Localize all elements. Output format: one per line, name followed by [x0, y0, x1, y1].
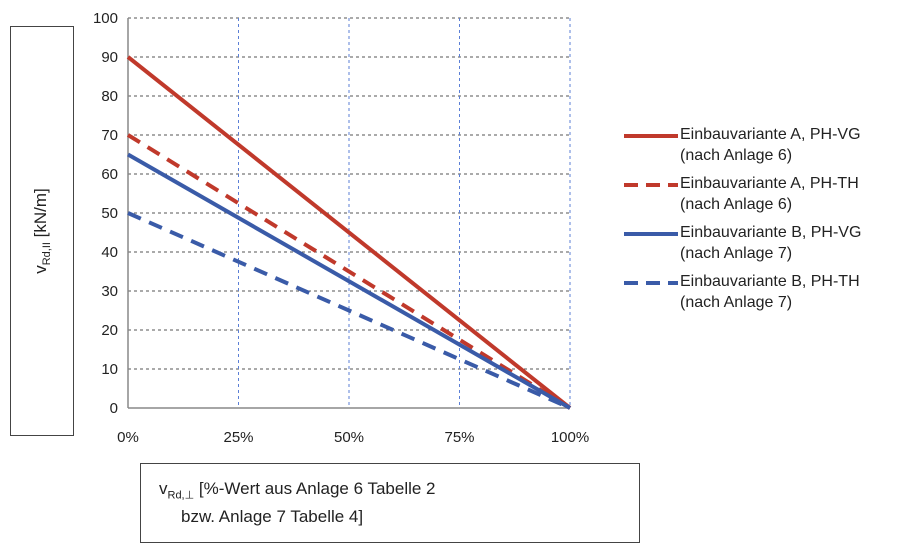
- y-tick-label: 10: [101, 361, 118, 378]
- legend-label-sub: (nach Anlage 7): [680, 245, 793, 262]
- y-tick-labels: 0 10 20 30 40 50 60 70 80 90 100: [93, 10, 118, 417]
- y-axis-label: vRd,II [kN/m]: [30, 188, 54, 274]
- legend-label-sub: (nach Anlage 6): [680, 147, 793, 164]
- legend-label: Einbauvariante B, PH-TH: [680, 273, 860, 290]
- legend-item: Einbauvariante B, PH-TH (nach Anlage 7): [622, 271, 897, 313]
- x-tick-labels: 0% 25% 50% 75% 100%: [117, 429, 589, 446]
- y-tick-label: 80: [101, 88, 118, 105]
- grid-lines: [127, 17, 571, 409]
- series-lines: [126, 55, 572, 410]
- legend-swatch-a-th: [624, 183, 678, 187]
- y-tick-label: 50: [101, 205, 118, 222]
- legend-swatch-b-th: [624, 281, 678, 285]
- y-tick-label: 60: [101, 166, 118, 183]
- legend-swatch-a-vg: [624, 134, 678, 138]
- x-tick-label: 25%: [223, 429, 253, 446]
- series-line: [127, 211, 571, 410]
- x-tick-label: 75%: [444, 429, 474, 446]
- x-tick-label: 100%: [551, 429, 589, 446]
- y-tick-label: 20: [101, 322, 118, 339]
- x-tick-label: 0%: [117, 429, 139, 446]
- series-line: [126, 55, 572, 410]
- legend: Einbauvariante A, PH-VG (nach Anlage 6) E…: [622, 124, 897, 320]
- y-tick-label: 40: [101, 244, 118, 261]
- legend-label-sub: (nach Anlage 6): [680, 196, 793, 213]
- x-axis-label-line1: vRd,⊥ [%-Wert aus Anlage 6 Tabelle 2: [159, 479, 436, 502]
- legend-label: Einbauvariante A, PH-VG: [680, 126, 861, 143]
- legend-label: Einbauvariante B, PH-VG: [680, 224, 862, 241]
- legend-item: Einbauvariante B, PH-VG (nach Anlage 7): [622, 222, 897, 264]
- y-tick-label: 0: [110, 400, 118, 417]
- legend-label: Einbauvariante A, PH-TH: [680, 175, 859, 192]
- y-tick-label: 30: [101, 283, 118, 300]
- x-axis-label-box: vRd,⊥ [%-Wert aus Anlage 6 Tabelle 2 bzw…: [140, 463, 640, 543]
- legend-item: Einbauvariante A, PH-VG (nach Anlage 6): [622, 124, 897, 166]
- legend-swatch-b-vg: [624, 232, 678, 236]
- x-tick-label: 50%: [334, 429, 364, 446]
- x-axis-label-line2: bzw. Anlage 7 Tabelle 4]: [181, 507, 364, 527]
- y-tick-label: 70: [101, 127, 118, 144]
- legend-label-sub: (nach Anlage 7): [680, 294, 793, 311]
- legend-item: Einbauvariante A, PH-TH (nach Anlage 6): [622, 173, 897, 215]
- y-tick-label: 90: [101, 49, 118, 66]
- y-tick-label: 100: [93, 10, 118, 27]
- y-axis-label-box: vRd,II [kN/m]: [10, 26, 74, 436]
- series-line: [126, 133, 572, 410]
- series-line: [127, 152, 571, 410]
